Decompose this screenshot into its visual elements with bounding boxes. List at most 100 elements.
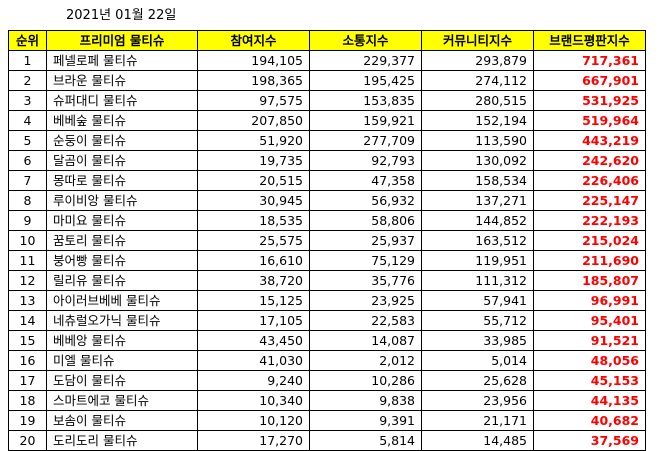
cell-participation: 18,535 <box>197 210 310 231</box>
cell-community: 57,941 <box>421 290 534 311</box>
table-row: 1 페넬로페 물티슈 194,105 229,377 293,879 717,361 <box>8 50 646 71</box>
cell-communication: 195,425 <box>309 70 422 91</box>
cell-brand-reputation: 40,682 <box>533 410 646 431</box>
cell-participation: 10,120 <box>197 410 310 431</box>
cell-communication: 22,583 <box>309 310 422 331</box>
cell-community: 144,852 <box>421 210 534 231</box>
cell-participation: 38,720 <box>197 270 310 291</box>
table-row: 5 순둥이 물티슈 51,920 277,709 113,590 443,219 <box>8 130 646 151</box>
header-communication: 소통지수 <box>309 30 422 51</box>
cell-communication: 159,921 <box>309 110 422 131</box>
cell-brand-reputation: 531,925 <box>533 90 646 111</box>
cell-rank: 18 <box>8 390 47 411</box>
cell-communication: 25,937 <box>309 230 422 251</box>
cell-brand-reputation: 37,569 <box>533 430 646 451</box>
cell-name: 루이비앙 물티슈 <box>46 190 198 211</box>
cell-participation: 10,340 <box>197 390 310 411</box>
cell-participation: 30,945 <box>197 190 310 211</box>
table-row: 19 보솜이 물티슈 10,120 9,391 21,171 40,682 <box>8 410 646 431</box>
cell-communication: 9,391 <box>309 410 422 431</box>
table-row: 7 몽따로 물티슈 20,515 47,358 158,534 226,406 <box>8 170 646 191</box>
cell-communication: 10,286 <box>309 370 422 391</box>
cell-community: 21,171 <box>421 410 534 431</box>
cell-rank: 1 <box>8 50 47 71</box>
cell-name: 브라운 물티슈 <box>46 70 198 91</box>
cell-name: 꿈토리 물티슈 <box>46 230 198 251</box>
cell-brand-reputation: 222,193 <box>533 210 646 231</box>
cell-brand-reputation: 667,901 <box>533 70 646 91</box>
table-row: 6 달곰이 물티슈 19,735 92,793 130,092 242,620 <box>8 150 646 171</box>
cell-name: 달곰이 물티슈 <box>46 150 198 171</box>
cell-rank: 13 <box>8 290 47 311</box>
cell-community: 113,590 <box>421 130 534 151</box>
header-participation: 참여지수 <box>197 30 310 51</box>
cell-brand-reputation: 519,964 <box>533 110 646 131</box>
cell-participation: 16,610 <box>197 250 310 271</box>
cell-participation: 97,575 <box>197 90 310 111</box>
table-row: 8 루이비앙 물티슈 30,945 56,932 137,271 225,147 <box>8 190 646 211</box>
cell-communication: 229,377 <box>309 50 422 71</box>
brand-reputation-table: 순위 프리미엄 물티슈 참여지수 소통지수 커뮤니티지수 브랜드평판지수 1 페넬… <box>8 30 646 451</box>
cell-rank: 17 <box>8 370 47 391</box>
cell-communication: 2,012 <box>309 350 422 371</box>
cell-community: 55,712 <box>421 310 534 331</box>
cell-rank: 19 <box>8 410 47 431</box>
cell-rank: 3 <box>8 90 47 111</box>
cell-brand-reputation: 48,056 <box>533 350 646 371</box>
cell-community: 33,985 <box>421 330 534 351</box>
cell-communication: 92,793 <box>309 150 422 171</box>
cell-participation: 51,920 <box>197 130 310 151</box>
report-date: 2021년 01월 22일 <box>66 8 177 23</box>
cell-participation: 207,850 <box>197 110 310 131</box>
cell-community: 158,534 <box>421 170 534 191</box>
cell-community: 280,515 <box>421 90 534 111</box>
cell-rank: 20 <box>8 430 47 451</box>
header-name: 프리미엄 물티슈 <box>46 30 198 51</box>
cell-rank: 8 <box>8 190 47 211</box>
table-header-row: 순위 프리미엄 물티슈 참여지수 소통지수 커뮤니티지수 브랜드평판지수 <box>8 30 646 51</box>
cell-brand-reputation: 225,147 <box>533 190 646 211</box>
cell-brand-reputation: 226,406 <box>533 170 646 191</box>
cell-brand-reputation: 443,219 <box>533 130 646 151</box>
cell-communication: 75,129 <box>309 250 422 271</box>
cell-rank: 11 <box>8 250 47 271</box>
cell-rank: 5 <box>8 130 47 151</box>
cell-participation: 25,575 <box>197 230 310 251</box>
table-row: 10 꿈토리 물티슈 25,575 25,937 163,512 215,024 <box>8 230 646 251</box>
cell-name: 순둥이 물티슈 <box>46 130 198 151</box>
cell-name: 슈퍼대디 물티슈 <box>46 90 198 111</box>
table-row: 20 도리도리 물티슈 17,270 5,814 14,485 37,569 <box>8 430 646 451</box>
cell-name: 도담이 물티슈 <box>46 370 198 391</box>
cell-name: 네츄럴오가닉 물티슈 <box>46 310 198 331</box>
cell-community: 25,628 <box>421 370 534 391</box>
cell-name: 페넬로페 물티슈 <box>46 50 198 71</box>
cell-brand-reputation: 211,690 <box>533 250 646 271</box>
table-body: 1 페넬로페 물티슈 194,105 229,377 293,879 717,361 2 브라… <box>8 50 646 451</box>
cell-participation: 41,030 <box>197 350 310 371</box>
cell-brand-reputation: 44,135 <box>533 390 646 411</box>
cell-brand-reputation: 91,521 <box>533 330 646 351</box>
cell-participation: 15,125 <box>197 290 310 311</box>
cell-name: 미엘 물티슈 <box>46 350 198 371</box>
cell-participation: 20,515 <box>197 170 310 191</box>
cell-rank: 10 <box>8 230 47 251</box>
cell-community: 163,512 <box>421 230 534 251</box>
cell-participation: 9,240 <box>197 370 310 391</box>
header-rank: 순위 <box>8 30 47 51</box>
cell-community: 152,194 <box>421 110 534 131</box>
cell-name: 베베숲 물티슈 <box>46 110 198 131</box>
table-row: 9 마미요 물티슈 18,535 58,806 144,852 222,193 <box>8 210 646 231</box>
table-row: 11 붕어빵 물티슈 16,610 75,129 119,951 211,690 <box>8 250 646 271</box>
cell-rank: 4 <box>8 110 47 131</box>
cell-name: 릴리유 물티슈 <box>46 270 198 291</box>
table-row: 12 릴리유 물티슈 38,720 35,776 111,312 185,807 <box>8 270 646 291</box>
cell-participation: 17,105 <box>197 310 310 331</box>
cell-communication: 9,838 <box>309 390 422 411</box>
table-row: 2 브라운 물티슈 198,365 195,425 274,112 667,901 <box>8 70 646 91</box>
cell-name: 마미요 물티슈 <box>46 210 198 231</box>
cell-communication: 5,814 <box>309 430 422 451</box>
table-row: 14 네츄럴오가닉 물티슈 17,105 22,583 55,712 95,401 <box>8 310 646 331</box>
cell-brand-reputation: 95,401 <box>533 310 646 331</box>
cell-community: 274,112 <box>421 70 534 91</box>
cell-participation: 19,735 <box>197 150 310 171</box>
